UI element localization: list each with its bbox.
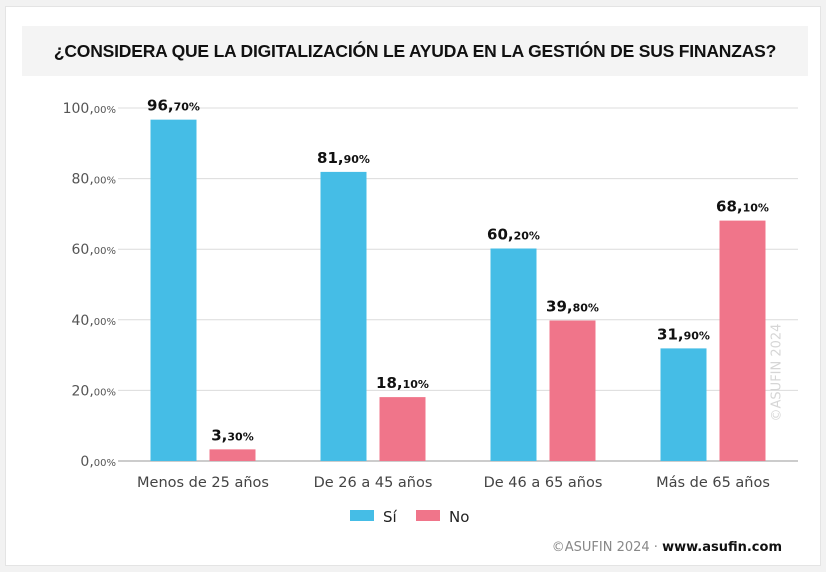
data-label: 96,70% [147, 97, 200, 115]
bar-si [490, 248, 537, 461]
title-bar: ¿CONSIDERA QUE LA DIGITALIZACIÓN LE AYUD… [22, 26, 808, 76]
legend-label: Sí [383, 508, 398, 526]
y-tick-label: 60,00% [72, 242, 117, 258]
y-tick-label: 40,00% [72, 313, 117, 329]
x-tick-label: De 46 a 65 años [484, 475, 603, 491]
y-tick-label: 0,00% [80, 454, 116, 470]
legend-swatch [350, 510, 374, 521]
bar-no [379, 397, 426, 461]
legend-swatch [416, 510, 440, 521]
chart-title: ¿CONSIDERA QUE LA DIGITALIZACIÓN LE AYUD… [53, 40, 777, 61]
x-tick-label: De 26 a 45 años [314, 475, 433, 491]
bar-no [719, 220, 766, 461]
data-label: 39,80% [546, 298, 599, 316]
x-tick-label: Menos de 25 años [137, 475, 269, 491]
footer: ©ASUFIN 2024 · www.asufin.com [552, 540, 782, 555]
y-tick-label: 100,00% [63, 101, 116, 117]
data-label: 81,90% [317, 149, 370, 167]
footer-copyright: ©ASUFIN 2024 · [551, 540, 663, 555]
watermark: ©ASUFIN 2024 [769, 323, 785, 422]
data-label: 31,90% [657, 325, 710, 343]
data-label: 68,10% [716, 198, 769, 216]
legend-label: No [449, 508, 469, 526]
chart-card [5, 6, 821, 566]
y-tick-label: 20,00% [72, 383, 117, 399]
data-label: 60,20% [487, 225, 540, 243]
bar-no [549, 320, 596, 461]
y-tick-label: 80,00% [72, 172, 117, 188]
bar-si [660, 348, 707, 461]
data-label: 18,10% [376, 374, 429, 392]
footer-url[interactable]: www.asufin.com [662, 540, 782, 555]
data-label: 3,30% [211, 426, 253, 444]
bar-si [320, 171, 367, 461]
x-tick-label: Más de 65 años [656, 475, 770, 491]
bar-si [150, 119, 197, 462]
bar-no [209, 449, 256, 461]
